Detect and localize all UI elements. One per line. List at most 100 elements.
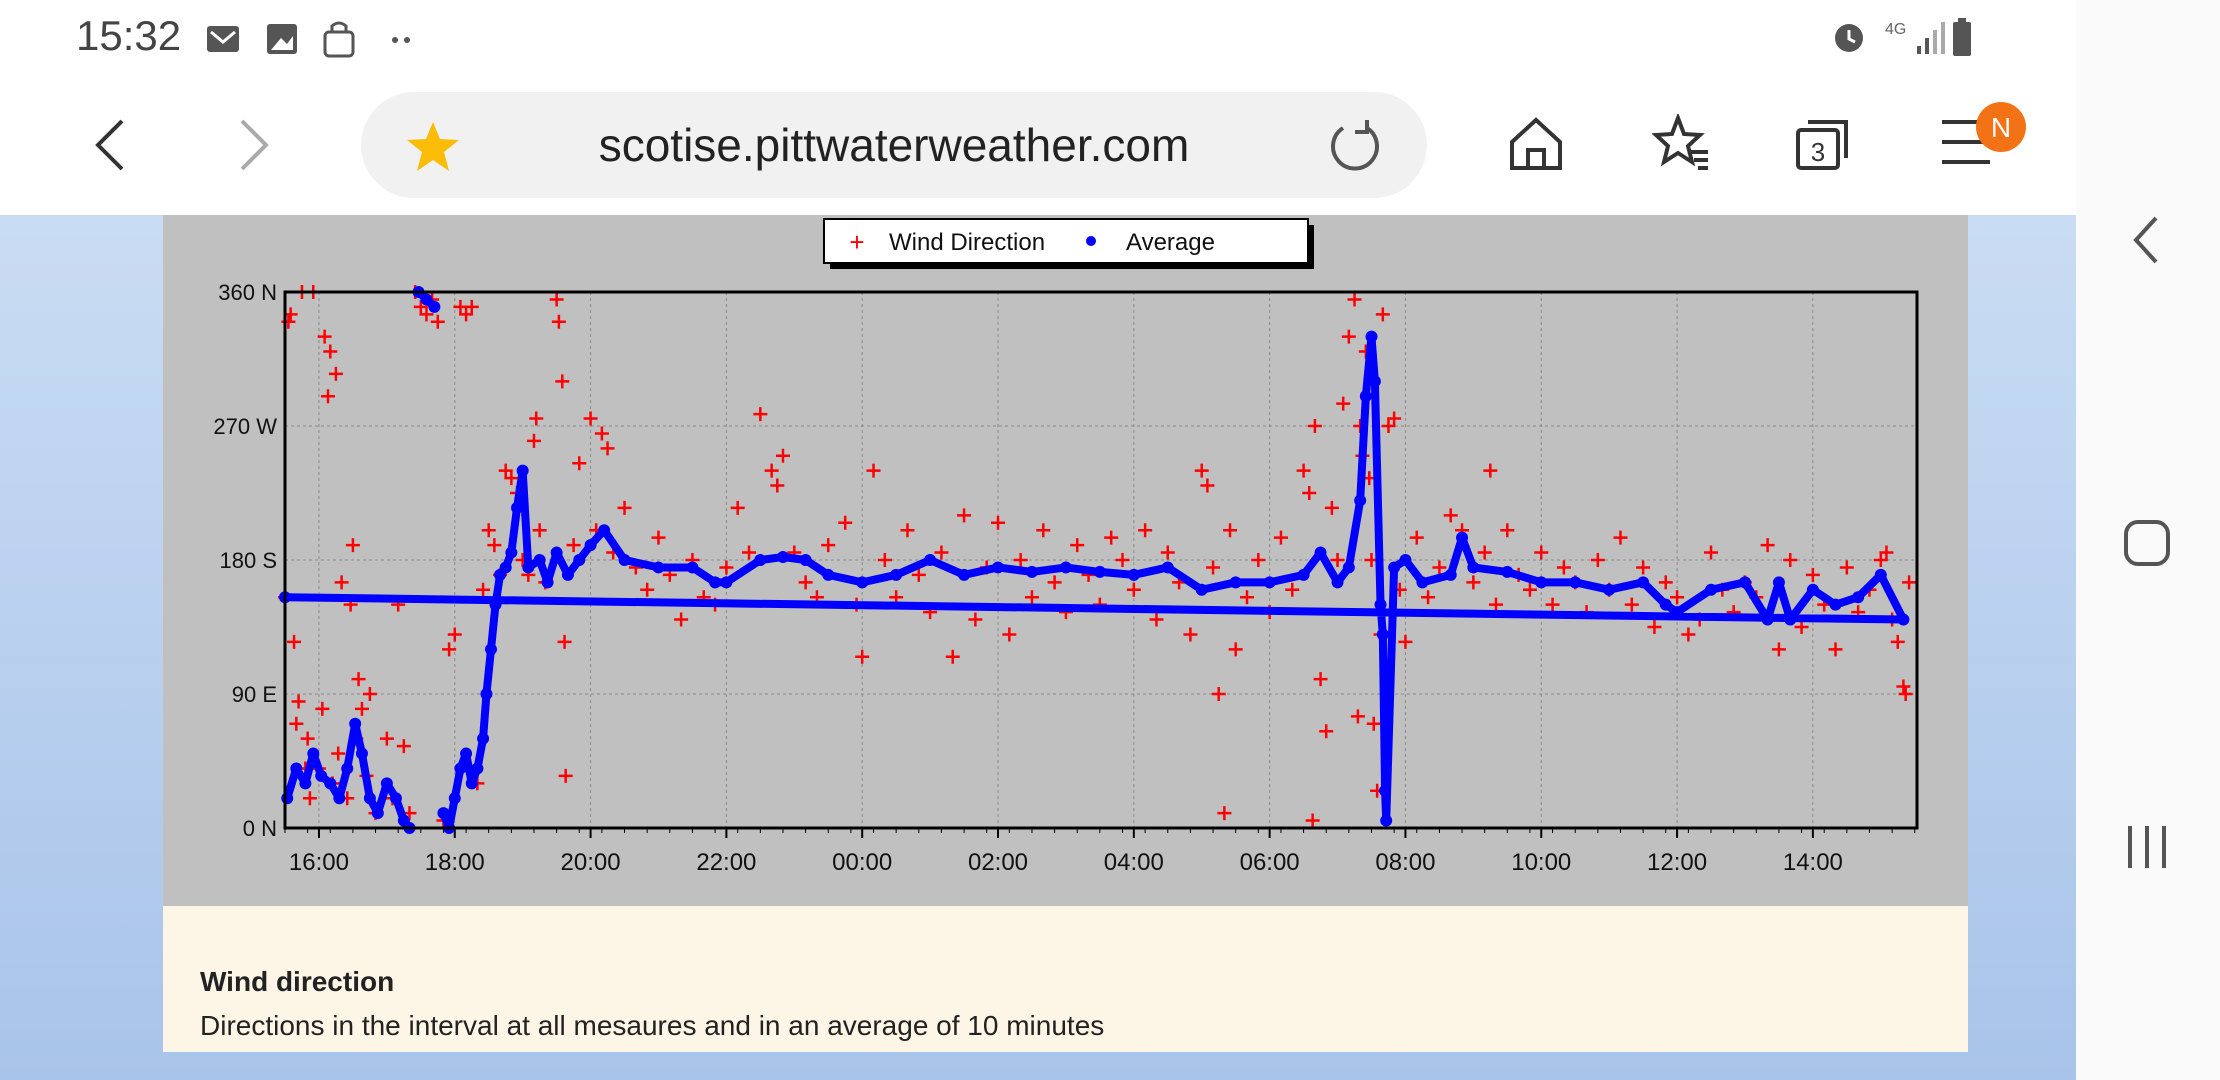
caption-title: Wind direction: [200, 966, 395, 997]
wind-direction-point: [1432, 560, 1447, 575]
wind-direction-point: [770, 478, 785, 493]
average-point: [1297, 568, 1310, 581]
x-tick-label: 14:00: [1783, 849, 1843, 876]
average-point: [1263, 576, 1276, 589]
wind-direction-point: [1670, 590, 1685, 605]
average-point: [1195, 583, 1208, 596]
wind-direction-point: [498, 463, 513, 478]
wind-direction-point: [798, 575, 813, 590]
wind-direction-point: [555, 374, 570, 389]
average-point: [1705, 583, 1718, 596]
x-tick-label: 00:00: [832, 849, 892, 876]
average-point: [652, 561, 665, 574]
wind-direction-point: [317, 329, 332, 344]
wind-direction-point: [742, 545, 757, 560]
wind-direction-point: [1613, 530, 1628, 545]
wind-direction-point: [1534, 545, 1549, 560]
wind-direction-point: [674, 612, 689, 627]
wind-direction-point: [315, 701, 330, 716]
average-point: [550, 546, 563, 559]
bookmarks-button[interactable]: [1652, 114, 1712, 174]
wind-direction-point: [1305, 813, 1320, 828]
wind-direction-point: [753, 407, 768, 422]
wind-direction-point: [447, 627, 462, 642]
average-point: [1379, 784, 1392, 797]
collapse-panel-icon[interactable]: [2126, 214, 2166, 266]
wind-direction-point: [1070, 538, 1085, 553]
reload-icon[interactable]: [1327, 118, 1383, 174]
average-point: [890, 568, 903, 581]
wind-direction-point: [1296, 463, 1311, 478]
wind-direction-point: [302, 791, 317, 806]
average-point: [992, 561, 1005, 574]
tabs-button[interactable]: 3: [1794, 116, 1854, 172]
wind-direction-point: [334, 575, 349, 590]
average-point: [1501, 565, 1514, 578]
average-point: [709, 576, 722, 589]
wind-direction-point: [1251, 553, 1266, 567]
wind-direction-point: [1217, 806, 1232, 821]
average-point: [1342, 561, 1355, 574]
wind-direction-point: [1350, 709, 1365, 724]
average-point: [720, 576, 733, 589]
clock: 15:32: [76, 12, 182, 59]
wind-direction-point: [1828, 642, 1843, 657]
average-point: [754, 554, 767, 566]
wind-direction-point: [1704, 545, 1719, 560]
average-point: [799, 554, 812, 566]
menu-button[interactable]: N: [1940, 100, 2030, 176]
wind-direction-point: [1879, 545, 1894, 560]
average-point: [1354, 494, 1367, 507]
average-point: [1025, 565, 1038, 578]
average-point: [1359, 390, 1372, 403]
wind-direction-point: [345, 538, 360, 553]
average-point: [477, 732, 490, 745]
average-point: [1229, 576, 1242, 589]
wind-direction-point: [1366, 716, 1381, 731]
wind-direction-point: [1002, 627, 1017, 642]
average-point: [561, 568, 574, 581]
x-tick-label: 18:00: [425, 849, 485, 876]
average-point: [355, 747, 368, 760]
wind-direction-point: [730, 500, 745, 515]
wind-direction-point: [413, 299, 428, 314]
bookmark-star-icon[interactable]: [405, 120, 461, 174]
wind-direction-point: [1341, 329, 1356, 344]
wind-direction-point: [1047, 575, 1062, 590]
wind-direction-point: [291, 694, 306, 709]
average-point: [428, 300, 441, 313]
average-point: [1374, 598, 1387, 611]
forward-button[interactable]: [232, 115, 276, 175]
average-point: [465, 777, 478, 790]
average-point: [341, 762, 354, 775]
y-tick-label: 180 S: [220, 548, 278, 573]
average-point: [1368, 375, 1381, 388]
profile-badge-letter: N: [1991, 112, 2011, 143]
wind-direction-point: [289, 716, 304, 731]
average-point: [281, 792, 294, 805]
wind-direction-point: [600, 441, 615, 456]
home-nav-button[interactable]: [2122, 518, 2172, 568]
caption-description: Directions in the interval at all mesaur…: [200, 1010, 1105, 1041]
url-text[interactable]: scotise.pittwaterweather.com: [598, 119, 1190, 171]
recent-apps-button[interactable]: [2122, 822, 2172, 872]
wind-direction-point: [991, 515, 1006, 530]
average-point: [349, 717, 362, 730]
average-point: [371, 807, 384, 820]
wind-direction-point: [1375, 307, 1390, 322]
wind-direction-point: [328, 366, 343, 381]
wind-direction-point: [945, 649, 960, 664]
wind-direction-point: [572, 456, 587, 471]
wind-direction-point: [354, 701, 369, 716]
wind-direction-point: [1681, 627, 1696, 642]
wind-direction-point: [764, 463, 779, 478]
back-button[interactable]: [88, 115, 132, 175]
average-point: [471, 762, 484, 775]
wind-direction-point: [1805, 567, 1820, 582]
wind-direction-point: [549, 292, 564, 307]
home-button[interactable]: [1508, 116, 1564, 172]
average-point: [516, 464, 529, 477]
average-point: [380, 777, 393, 790]
address-bar[interactable]: scotise.pittwaterweather.com: [361, 92, 1427, 198]
average-point: [484, 643, 497, 656]
